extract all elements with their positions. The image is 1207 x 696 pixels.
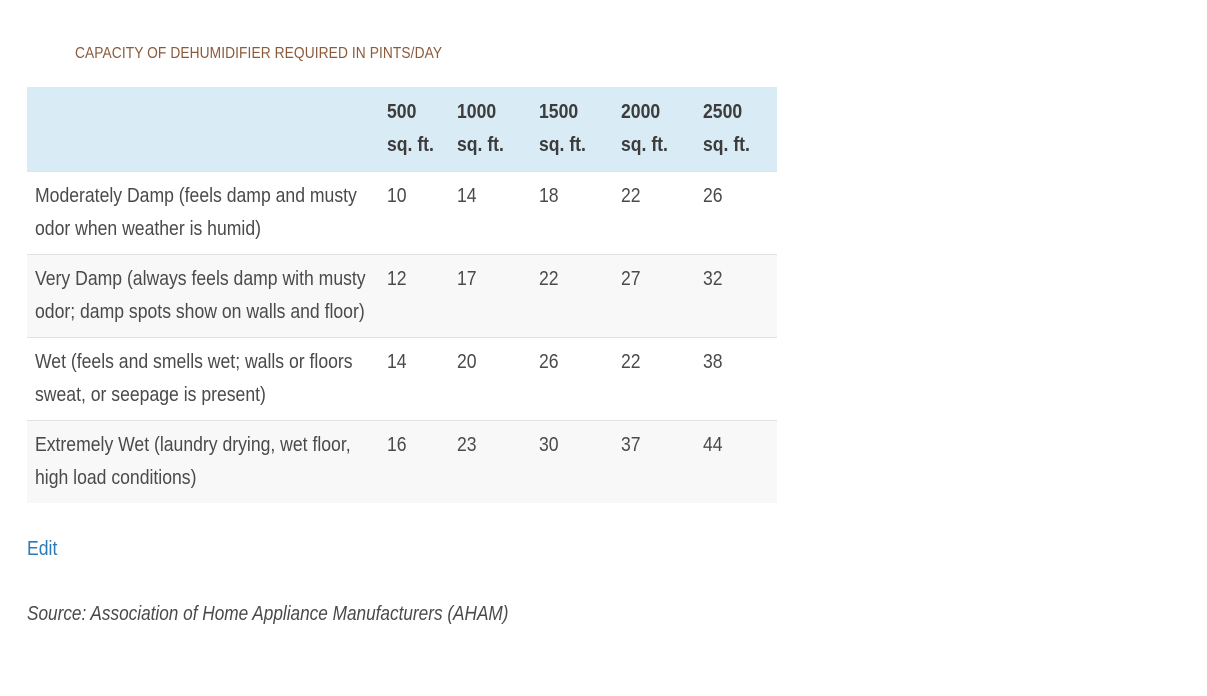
- cell-value: 26: [703, 185, 723, 207]
- cell-value: 27: [621, 268, 641, 290]
- header-unit: sq. ft.: [387, 134, 434, 156]
- header-size: 1500: [539, 101, 579, 123]
- value-cell: 30: [531, 421, 613, 504]
- header-unit: sq. ft.: [621, 134, 668, 156]
- cell-value: 22: [621, 351, 641, 373]
- row-label-cell: Moderately Damp (feels damp and musty od…: [27, 172, 379, 255]
- cell-value: 20: [457, 351, 477, 373]
- header-cell-500: 500 sq. ft.: [379, 87, 449, 172]
- row-label-cell: Very Damp (always feels damp with musty …: [27, 255, 379, 338]
- table-row: Extremely Wet (laundry drying, wet floor…: [27, 420, 777, 504]
- header-size: 2000: [621, 101, 661, 123]
- header-cell-2500: 2500 sq. ft.: [695, 87, 777, 172]
- header-cell-condition: [27, 87, 379, 172]
- header-unit: sq. ft.: [703, 134, 750, 156]
- value-cell: 37: [613, 421, 695, 504]
- header-size: 2500: [703, 101, 743, 123]
- header-cell-1000: 1000 sq. ft.: [449, 87, 531, 172]
- row-label: Very Damp (always feels damp with musty …: [35, 268, 366, 323]
- table-row: Moderately Damp (feels damp and musty od…: [27, 171, 777, 255]
- header-unit: sq. ft.: [539, 134, 586, 156]
- value-cell: 10: [379, 172, 449, 255]
- header-cell-2000: 2000 sq. ft.: [613, 87, 695, 172]
- header-size: 1000: [457, 101, 497, 123]
- table-header-row: 500 sq. ft. 1000 sq. ft. 1500 sq. ft. 20…: [27, 87, 777, 172]
- row-label: Moderately Damp (feels damp and musty od…: [35, 185, 357, 240]
- cell-value: 38: [703, 351, 723, 373]
- cell-value: 30: [539, 434, 559, 456]
- row-label: Extremely Wet (laundry drying, wet floor…: [35, 434, 351, 489]
- row-label-cell: Wet (feels and smells wet; walls or floo…: [27, 338, 379, 421]
- header-unit: sq. ft.: [457, 134, 504, 156]
- cell-value: 22: [539, 268, 559, 290]
- value-cell: 27: [613, 255, 695, 338]
- value-cell: 26: [695, 172, 777, 255]
- value-cell: 23: [449, 421, 531, 504]
- source-note: Source: Association of Home Appliance Ma…: [27, 603, 509, 625]
- cell-value: 22: [621, 185, 641, 207]
- cell-value: 26: [539, 351, 559, 373]
- cell-value: 16: [387, 434, 407, 456]
- row-label: Wet (feels and smells wet; walls or floo…: [35, 351, 353, 406]
- header-size: 500: [387, 101, 417, 123]
- cell-value: 37: [621, 434, 641, 456]
- edit-link[interactable]: Edit: [27, 538, 58, 560]
- cell-value: 12: [387, 268, 407, 290]
- value-cell: 14: [449, 172, 531, 255]
- cell-value: 14: [387, 351, 407, 373]
- capacity-table: 500 sq. ft. 1000 sq. ft. 1500 sq. ft. 20…: [27, 87, 777, 503]
- cell-value: 23: [457, 434, 477, 456]
- value-cell: 26: [531, 338, 613, 421]
- value-cell: 22: [613, 172, 695, 255]
- value-cell: 38: [695, 338, 777, 421]
- value-cell: 20: [449, 338, 531, 421]
- cell-value: 17: [457, 268, 477, 290]
- value-cell: 22: [531, 255, 613, 338]
- value-cell: 18: [531, 172, 613, 255]
- value-cell: 22: [613, 338, 695, 421]
- table-caption: CAPACITY OF DEHUMIDIFIER REQUIRED IN PIN…: [75, 45, 443, 62]
- value-cell: 14: [379, 338, 449, 421]
- value-cell: 32: [695, 255, 777, 338]
- cell-value: 32: [703, 268, 723, 290]
- cell-value: 14: [457, 185, 477, 207]
- cell-value: 44: [703, 434, 723, 456]
- cell-value: 18: [539, 185, 559, 207]
- header-cell-1500: 1500 sq. ft.: [531, 87, 613, 172]
- table-row: Wet (feels and smells wet; walls or floo…: [27, 337, 777, 421]
- cell-value: 10: [387, 185, 407, 207]
- value-cell: 44: [695, 421, 777, 504]
- value-cell: 17: [449, 255, 531, 338]
- value-cell: 12: [379, 255, 449, 338]
- value-cell: 16: [379, 421, 449, 504]
- table-row: Very Damp (always feels damp with musty …: [27, 254, 777, 338]
- row-label-cell: Extremely Wet (laundry drying, wet floor…: [27, 421, 379, 504]
